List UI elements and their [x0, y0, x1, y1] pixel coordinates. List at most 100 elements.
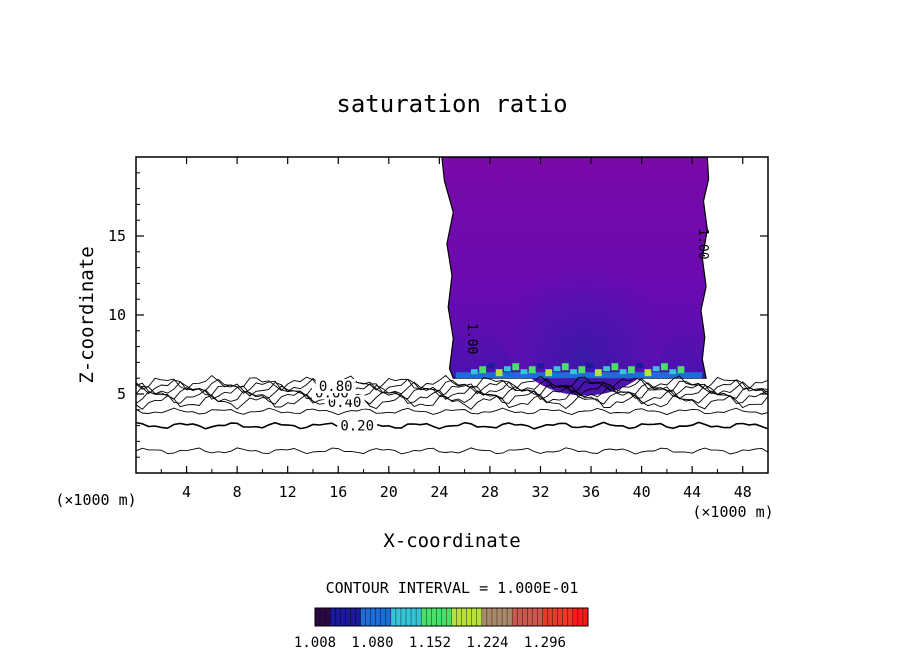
x-tick-label: 48 — [734, 483, 752, 501]
colorbar-swatch — [426, 608, 432, 626]
contour-line — [136, 447, 768, 455]
cloud-base-cell — [611, 363, 619, 371]
colorbar-swatch — [446, 608, 452, 626]
colorbar-swatch — [436, 608, 442, 626]
colorbar-swatch — [497, 608, 503, 626]
cloud-base-band — [455, 372, 703, 379]
colorbar-swatch — [582, 608, 589, 626]
cloud-base-cell — [561, 363, 569, 371]
contour-line — [136, 421, 768, 430]
colorbar-swatch — [537, 608, 543, 626]
colorbar-swatch — [466, 608, 473, 626]
colorbar-swatch — [370, 608, 377, 626]
x-tick-label: 8 — [233, 483, 242, 501]
colorbar-swatch — [562, 608, 569, 626]
cloud-base-cell — [586, 363, 594, 369]
colorbar-swatch — [355, 608, 361, 626]
plot-area: 0.200.400.600.801.001.00 — [136, 157, 768, 455]
x-tick-label: 20 — [380, 483, 398, 501]
x-axis-label: X-coordinate — [383, 530, 520, 552]
cloud-base-cell — [619, 369, 627, 375]
colorbar-swatch — [315, 608, 321, 626]
cloud-base-cell — [677, 366, 685, 374]
colorbar-swatch — [385, 608, 392, 626]
colorbar-swatch — [532, 608, 538, 626]
cloud-base-cell — [553, 366, 561, 372]
colorbar-swatch — [552, 608, 559, 626]
cloud-base-cell — [644, 369, 652, 377]
colorbar-swatch — [517, 608, 523, 626]
colorbar: 1.008 1.080 1.152 1.224 1.296 — [294, 607, 589, 651]
cloud-base-cell — [578, 366, 586, 374]
x-unit-left: (×1000 m) — [55, 491, 136, 509]
x-tick-label: 28 — [481, 483, 499, 501]
cloud-base-cell — [661, 363, 668, 371]
colorbar-swatch — [335, 608, 341, 626]
cloud-base-cell — [528, 366, 536, 374]
colorbar-swatch — [411, 608, 417, 626]
colorbar-swatch — [572, 608, 579, 626]
colorbar-swatch — [527, 608, 533, 626]
contour-label: 0.20 — [340, 419, 374, 435]
cloud-base-cell — [570, 369, 577, 375]
colorbar-swatch — [507, 608, 513, 626]
colorbar-tick-label: 1.080 — [351, 635, 393, 651]
cloud-base-cell — [470, 369, 478, 375]
cloud-base-cell — [487, 363, 495, 369]
colorbar-swatch — [502, 608, 508, 626]
colorbar-swatch — [557, 608, 564, 626]
cloud-base-cell — [504, 366, 511, 372]
contour-line — [136, 384, 768, 400]
contour-label: 0.80 — [319, 379, 353, 395]
colorbar-tick-label: 1.152 — [409, 635, 451, 651]
contour-label-cloud-left: 1.00 — [464, 323, 479, 354]
colorbar-swatch — [365, 608, 372, 626]
x-tick-label: 36 — [582, 483, 600, 501]
cloud-base-cell — [537, 363, 544, 369]
cloud-base-cell — [495, 369, 503, 377]
contour-label-bg — [337, 418, 378, 433]
colorbar-swatch — [471, 608, 478, 626]
y-tick-label: 5 — [117, 385, 126, 403]
colorbar-swatch — [476, 608, 483, 626]
colorbar-swatch — [567, 608, 574, 626]
colorbar-swatch — [320, 608, 326, 626]
colorbar-swatch — [421, 608, 427, 626]
colorbar-swatch — [400, 608, 407, 626]
colorbar-tick-label: 1.296 — [524, 635, 566, 651]
colorbar-swatch — [512, 608, 518, 626]
colorbar-swatch — [390, 608, 397, 626]
x-tick-label: 44 — [683, 483, 701, 501]
colorbar-swatch — [577, 608, 584, 626]
y-axis-label: Z-coordinate — [76, 246, 98, 383]
colorbar-swatch — [441, 608, 447, 626]
cloud-base-cell — [652, 366, 660, 372]
contour-line — [136, 407, 768, 416]
cloud-base-cell — [636, 363, 644, 369]
colorbar-swatch — [451, 608, 458, 626]
cloud-core — [493, 218, 676, 396]
colorbar-frame — [314, 607, 589, 627]
colorbar-swatch — [461, 608, 468, 626]
cloud-base-cell — [594, 369, 602, 377]
colorbar-swatch — [325, 608, 331, 626]
contour-line — [136, 389, 768, 405]
cloud-base-cell — [520, 369, 528, 375]
x-tick-label: 12 — [279, 483, 297, 501]
contour-label-bg — [315, 379, 356, 394]
colorbar-swatch — [431, 608, 437, 626]
colorbar-swatch — [375, 608, 382, 626]
colorbar-tick-label: 1.008 — [294, 635, 336, 651]
colorbar-swatch — [406, 608, 412, 626]
cloud-base-cell — [512, 363, 520, 371]
contour-line — [136, 393, 768, 410]
colorbar-swatch — [350, 608, 356, 626]
contour-line — [136, 377, 768, 395]
colorbar-swatch — [330, 608, 336, 626]
colorbar-swatch — [456, 608, 463, 626]
contour-label-cloud-right: 1.00 — [695, 228, 710, 259]
cloud-base-cell — [479, 366, 487, 374]
colorbar-swatch — [486, 608, 493, 626]
